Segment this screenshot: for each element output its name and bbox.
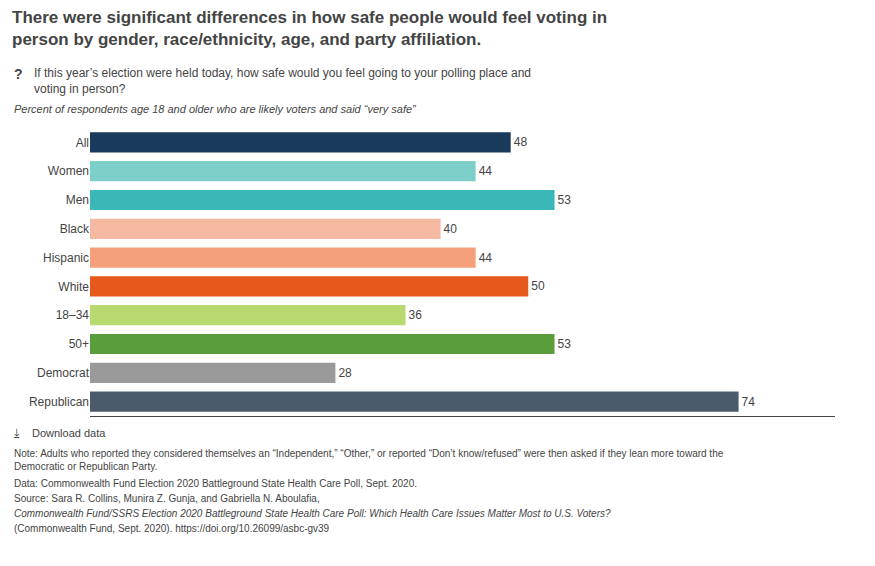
svg-text:48: 48 [514,135,528,149]
svg-text:Men: Men [66,193,89,207]
svg-text:Source: Sara R. Collins, Munir: Source: Sara R. Collins, Munira Z. Gunja… [14,493,322,504]
svg-text:⤓: ⤓ [14,426,20,440]
svg-text:Data: Commonwealth Fund Electi: Data: Commonwealth Fund Election 2020 Ba… [14,478,417,489]
svg-text:Hispanic: Hispanic [43,251,89,265]
svg-text:Republican: Republican [29,395,89,409]
svg-text:Women: Women [48,164,89,178]
svg-text:White: White [58,280,89,294]
svg-text:74: 74 [742,395,756,409]
svg-text:Commonwealth Fund/SSRS Electio: Commonwealth Fund/SSRS Election 2020 Bat… [14,508,611,519]
svg-text:(Commonwealth Fund, Sept. 2020: (Commonwealth Fund, Sept. 2020). https:/… [14,523,330,534]
svg-text:Black: Black [60,222,90,236]
svg-text:Percent of respondents age 18: Percent of respondents age 18 and older … [14,103,417,115]
svg-text:?: ? [14,66,23,82]
svg-text:Download data: Download data [32,427,106,439]
svg-text:36: 36 [409,308,423,322]
svg-text:28: 28 [338,366,352,380]
svg-text:If this year’s election were h: If this year’s election were held today,… [34,66,531,96]
svg-text:Note: Adults who reported they: Note: Adults who reported they considere… [14,448,724,472]
svg-text:53: 53 [558,337,572,351]
svg-text:50+: 50+ [69,337,89,351]
svg-text:44: 44 [479,164,493,178]
svg-text:There were significant differe: There were significant differences in ho… [12,8,607,49]
svg-text:40: 40 [444,222,458,236]
svg-text:18–34: 18–34 [56,308,90,322]
svg-text:44: 44 [479,251,493,265]
svg-text:Democrat: Democrat [37,366,90,380]
svg-text:50: 50 [531,279,545,293]
svg-text:53: 53 [558,193,572,207]
svg-text:All: All [76,136,89,150]
